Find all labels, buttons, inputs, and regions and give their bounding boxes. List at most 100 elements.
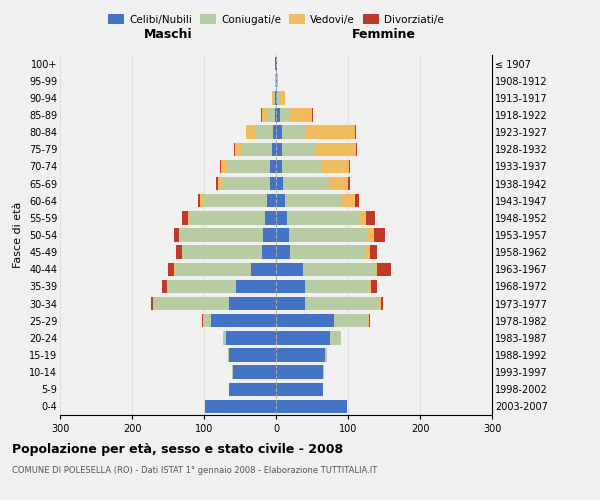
Bar: [276, 314, 334, 328]
Bar: [276, 126, 282, 139]
Bar: [276, 177, 283, 190]
Y-axis label: Fasce di età: Fasce di età: [13, 202, 23, 268]
Bar: [168, 280, 236, 293]
Bar: [235, 142, 242, 156]
Bar: [366, 246, 370, 259]
Bar: [287, 211, 359, 224]
Text: Popolazione per età, sesso e stato civile - 2008: Popolazione per età, sesso e stato civil…: [12, 442, 343, 456]
Bar: [161, 280, 167, 293]
Bar: [175, 262, 251, 276]
Bar: [282, 142, 316, 156]
Bar: [276, 142, 282, 156]
Bar: [276, 108, 280, 122]
Bar: [205, 400, 276, 413]
Bar: [368, 314, 369, 328]
Bar: [182, 211, 188, 224]
Bar: [168, 262, 175, 276]
Bar: [151, 297, 153, 310]
Bar: [265, 211, 276, 224]
Bar: [381, 297, 383, 310]
Bar: [277, 74, 278, 88]
Bar: [153, 297, 154, 310]
Bar: [284, 194, 342, 207]
Bar: [223, 331, 226, 344]
Bar: [246, 126, 247, 139]
Bar: [226, 331, 276, 344]
Bar: [247, 126, 255, 139]
Bar: [154, 297, 229, 310]
Bar: [330, 177, 348, 190]
Bar: [290, 108, 312, 122]
Bar: [221, 177, 270, 190]
Bar: [274, 91, 275, 104]
Bar: [203, 314, 204, 328]
Bar: [242, 142, 272, 156]
Bar: [370, 246, 377, 259]
Bar: [255, 126, 273, 139]
Bar: [316, 142, 356, 156]
Bar: [276, 160, 282, 173]
Bar: [356, 142, 358, 156]
Bar: [200, 194, 203, 207]
Bar: [370, 280, 371, 293]
Bar: [355, 126, 356, 139]
Bar: [176, 246, 182, 259]
Bar: [369, 314, 370, 328]
Bar: [276, 280, 305, 293]
Bar: [275, 74, 276, 88]
Bar: [233, 366, 276, 379]
Bar: [289, 228, 368, 241]
Bar: [276, 262, 304, 276]
Bar: [179, 228, 180, 241]
Bar: [322, 160, 349, 173]
Bar: [229, 348, 276, 362]
Bar: [263, 228, 276, 241]
Bar: [359, 211, 366, 224]
Bar: [348, 177, 350, 190]
Bar: [330, 331, 341, 344]
Bar: [275, 57, 276, 70]
Bar: [276, 246, 290, 259]
Bar: [268, 194, 276, 207]
Bar: [282, 160, 322, 173]
Bar: [234, 142, 235, 156]
Bar: [290, 246, 366, 259]
Bar: [220, 160, 221, 173]
Bar: [262, 246, 276, 259]
Bar: [312, 108, 313, 122]
Bar: [221, 160, 227, 173]
Bar: [366, 211, 374, 224]
Bar: [374, 228, 385, 241]
Text: COMUNE DI POLESELLA (RO) - Dati ISTAT 1° gennaio 2008 - Elaborazione TUTTITALIA.: COMUNE DI POLESELLA (RO) - Dati ISTAT 1°…: [12, 466, 377, 475]
Bar: [167, 280, 168, 293]
Bar: [188, 211, 190, 224]
Bar: [276, 228, 289, 241]
Bar: [197, 194, 200, 207]
Bar: [272, 91, 274, 104]
Bar: [174, 228, 179, 241]
Bar: [305, 297, 380, 310]
Bar: [276, 382, 323, 396]
Bar: [236, 280, 276, 293]
Bar: [202, 314, 203, 328]
Bar: [276, 74, 277, 88]
Bar: [270, 160, 276, 173]
Bar: [251, 262, 276, 276]
Bar: [190, 211, 265, 224]
Bar: [276, 366, 323, 379]
Bar: [229, 382, 276, 396]
Bar: [275, 108, 276, 122]
Bar: [276, 348, 325, 362]
Bar: [203, 194, 268, 207]
Bar: [276, 297, 305, 310]
Bar: [282, 126, 305, 139]
Bar: [272, 142, 276, 156]
Legend: Celibi/Nubili, Coniugati/e, Vedovi/e, Divorziati/e: Celibi/Nubili, Coniugati/e, Vedovi/e, Di…: [104, 10, 448, 29]
Bar: [342, 194, 355, 207]
Bar: [276, 331, 330, 344]
Bar: [377, 262, 391, 276]
Bar: [268, 108, 275, 122]
Bar: [216, 177, 218, 190]
Bar: [273, 126, 276, 139]
Text: Femmine: Femmine: [352, 28, 416, 40]
